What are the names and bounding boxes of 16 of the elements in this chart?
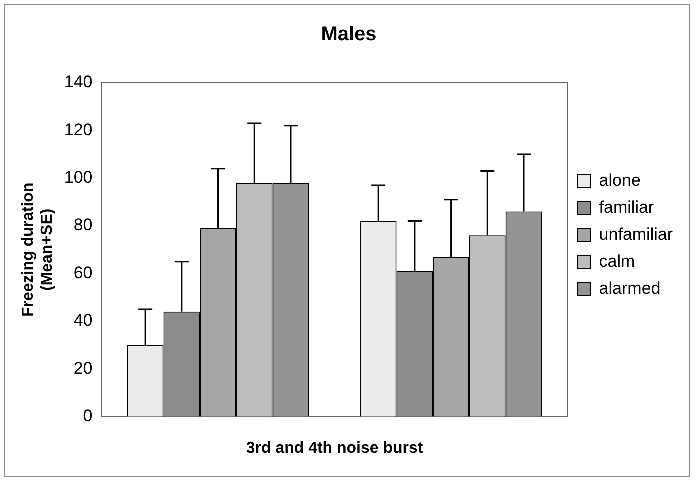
x-axis-title: 3rd and 4th noise burst [246,440,424,457]
y-axis-title: Freezing duration (Mean+SE) [20,182,56,318]
y-tick-label: 60 [74,263,93,282]
y-tick-label: 80 [74,216,93,235]
y-tick-label: 140 [64,72,93,92]
y-tick-label: 120 [64,120,93,140]
legend-label: alarmed [599,279,661,298]
chart-title: Males [321,24,377,46]
y-tick-label: 40 [74,311,93,330]
legend-label: calm [599,252,636,272]
legend-label: familiar [599,198,654,218]
y-tick-label: 100 [64,168,93,188]
legend-label: unfamiliar [599,225,674,244]
legend-label: alone [599,171,641,190]
y-tick-label: 20 [74,358,93,378]
y-tick-label: 0 [83,406,93,426]
